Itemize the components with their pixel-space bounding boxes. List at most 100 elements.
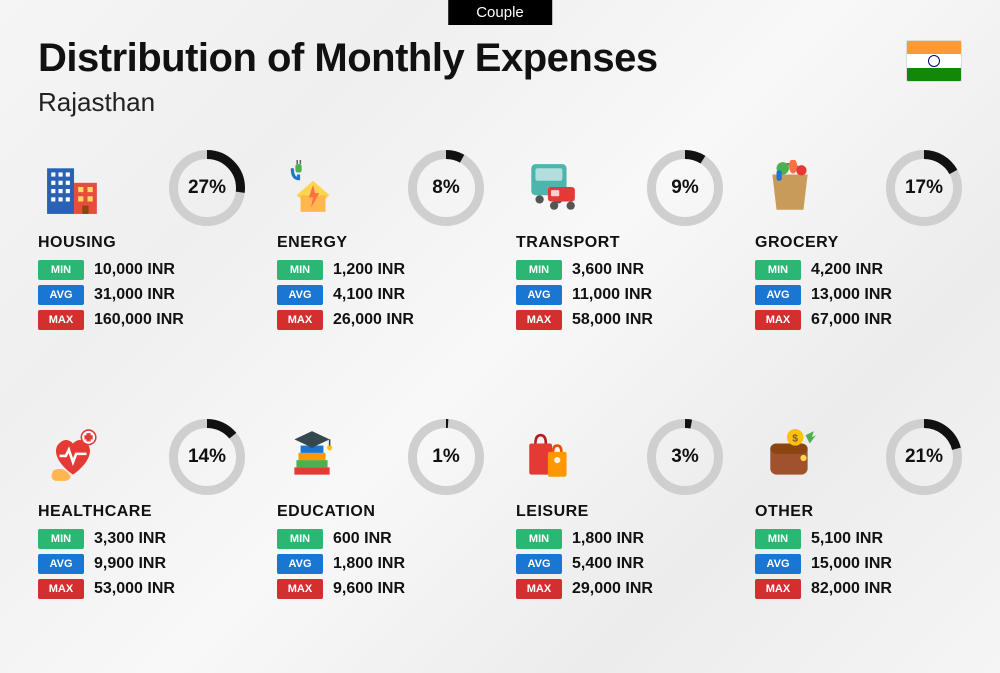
max-value: 53,000 INR bbox=[94, 580, 175, 598]
stat-min: MIN 1,800 INR bbox=[516, 529, 723, 549]
avg-badge: AVG bbox=[38, 285, 84, 305]
max-value: 26,000 INR bbox=[333, 311, 414, 329]
category-card: 1% EDUCATION MIN 600 INR AVG 1,800 INR M… bbox=[277, 419, 484, 650]
percent-label: 8% bbox=[408, 150, 484, 226]
transport-icon bbox=[516, 153, 586, 223]
max-value: 9,600 INR bbox=[333, 580, 405, 598]
percent-donut: 17% bbox=[886, 150, 962, 226]
percent-donut: 1% bbox=[408, 419, 484, 495]
stat-avg: AVG 5,400 INR bbox=[516, 554, 723, 574]
avg-value: 13,000 INR bbox=[811, 286, 892, 304]
category-name: HOUSING bbox=[38, 234, 245, 252]
education-icon bbox=[277, 422, 347, 492]
max-badge: MAX bbox=[755, 579, 801, 599]
header: Distribution of Monthly Expenses Rajasth… bbox=[38, 36, 962, 118]
stat-max: MAX 53,000 INR bbox=[38, 579, 245, 599]
avg-value: 31,000 INR bbox=[94, 286, 175, 304]
category-card: 14% HEALTHCARE MIN 3,300 INR AVG 9,900 I… bbox=[38, 419, 245, 650]
stat-avg: AVG 1,800 INR bbox=[277, 554, 484, 574]
percent-label: 1% bbox=[408, 419, 484, 495]
min-value: 3,300 INR bbox=[94, 530, 166, 548]
max-badge: MAX bbox=[277, 579, 323, 599]
healthcare-icon bbox=[38, 422, 108, 492]
min-badge: MIN bbox=[516, 260, 562, 280]
max-value: 58,000 INR bbox=[572, 311, 653, 329]
stat-avg: AVG 4,100 INR bbox=[277, 285, 484, 305]
avg-badge: AVG bbox=[516, 285, 562, 305]
avg-value: 1,800 INR bbox=[333, 555, 405, 573]
avg-badge: AVG bbox=[38, 554, 84, 574]
min-value: 4,200 INR bbox=[811, 261, 883, 279]
min-value: 5,100 INR bbox=[811, 530, 883, 548]
max-value: 29,000 INR bbox=[572, 580, 653, 598]
max-badge: MAX bbox=[38, 579, 84, 599]
max-badge: MAX bbox=[755, 310, 801, 330]
min-value: 10,000 INR bbox=[94, 261, 175, 279]
leisure-icon bbox=[516, 422, 586, 492]
category-name: LEISURE bbox=[516, 503, 723, 521]
stat-avg: AVG 15,000 INR bbox=[755, 554, 962, 574]
category-name: GROCERY bbox=[755, 234, 962, 252]
stat-max: MAX 26,000 INR bbox=[277, 310, 484, 330]
housing-icon bbox=[38, 153, 108, 223]
avg-value: 15,000 INR bbox=[811, 555, 892, 573]
max-badge: MAX bbox=[277, 310, 323, 330]
min-badge: MIN bbox=[277, 529, 323, 549]
percent-donut: 21% bbox=[886, 419, 962, 495]
percent-donut: 27% bbox=[169, 150, 245, 226]
stat-avg: AVG 13,000 INR bbox=[755, 285, 962, 305]
category-name: HEALTHCARE bbox=[38, 503, 245, 521]
avg-badge: AVG bbox=[277, 285, 323, 305]
energy-icon bbox=[277, 153, 347, 223]
household-type-badge: Couple bbox=[448, 0, 552, 25]
percent-donut: 14% bbox=[169, 419, 245, 495]
min-value: 3,600 INR bbox=[572, 261, 644, 279]
stat-max: MAX 82,000 INR bbox=[755, 579, 962, 599]
avg-value: 9,900 INR bbox=[94, 555, 166, 573]
percent-label: 14% bbox=[169, 419, 245, 495]
max-value: 67,000 INR bbox=[811, 311, 892, 329]
category-card: 3% LEISURE MIN 1,800 INR AVG 5,400 INR M… bbox=[516, 419, 723, 650]
category-card: 9% TRANSPORT MIN 3,600 INR AVG 11,000 IN… bbox=[516, 150, 723, 381]
max-badge: MAX bbox=[516, 579, 562, 599]
min-badge: MIN bbox=[38, 529, 84, 549]
stat-avg: AVG 9,900 INR bbox=[38, 554, 245, 574]
max-value: 82,000 INR bbox=[811, 580, 892, 598]
percent-donut: 3% bbox=[647, 419, 723, 495]
min-badge: MIN bbox=[277, 260, 323, 280]
avg-badge: AVG bbox=[755, 554, 801, 574]
page-title: Distribution of Monthly Expenses bbox=[38, 36, 962, 81]
stat-max: MAX 67,000 INR bbox=[755, 310, 962, 330]
avg-badge: AVG bbox=[277, 554, 323, 574]
max-value: 160,000 INR bbox=[94, 311, 184, 329]
region-subtitle: Rajasthan bbox=[38, 87, 962, 118]
category-card: 21% OTHER MIN 5,100 INR AVG 15,000 INR M… bbox=[755, 419, 962, 650]
avg-value: 11,000 INR bbox=[572, 286, 652, 304]
stat-avg: AVG 11,000 INR bbox=[516, 285, 723, 305]
stat-min: MIN 3,300 INR bbox=[38, 529, 245, 549]
stat-min: MIN 10,000 INR bbox=[38, 260, 245, 280]
category-card: 17% GROCERY MIN 4,200 INR AVG 13,000 INR… bbox=[755, 150, 962, 381]
percent-donut: 9% bbox=[647, 150, 723, 226]
min-badge: MIN bbox=[755, 529, 801, 549]
min-value: 1,200 INR bbox=[333, 261, 405, 279]
min-badge: MIN bbox=[516, 529, 562, 549]
stat-min: MIN 3,600 INR bbox=[516, 260, 723, 280]
min-value: 600 INR bbox=[333, 530, 392, 548]
avg-value: 5,400 INR bbox=[572, 555, 644, 573]
stat-min: MIN 1,200 INR bbox=[277, 260, 484, 280]
max-badge: MAX bbox=[516, 310, 562, 330]
category-card: 27% HOUSING MIN 10,000 INR AVG 31,000 IN… bbox=[38, 150, 245, 381]
category-name: ENERGY bbox=[277, 234, 484, 252]
other-icon bbox=[755, 422, 825, 492]
category-name: OTHER bbox=[755, 503, 962, 521]
stat-min: MIN 4,200 INR bbox=[755, 260, 962, 280]
avg-badge: AVG bbox=[755, 285, 801, 305]
category-name: EDUCATION bbox=[277, 503, 484, 521]
percent-label: 17% bbox=[886, 150, 962, 226]
percent-label: 27% bbox=[169, 150, 245, 226]
avg-value: 4,100 INR bbox=[333, 286, 405, 304]
min-badge: MIN bbox=[755, 260, 801, 280]
category-name: TRANSPORT bbox=[516, 234, 723, 252]
stat-max: MAX 29,000 INR bbox=[516, 579, 723, 599]
